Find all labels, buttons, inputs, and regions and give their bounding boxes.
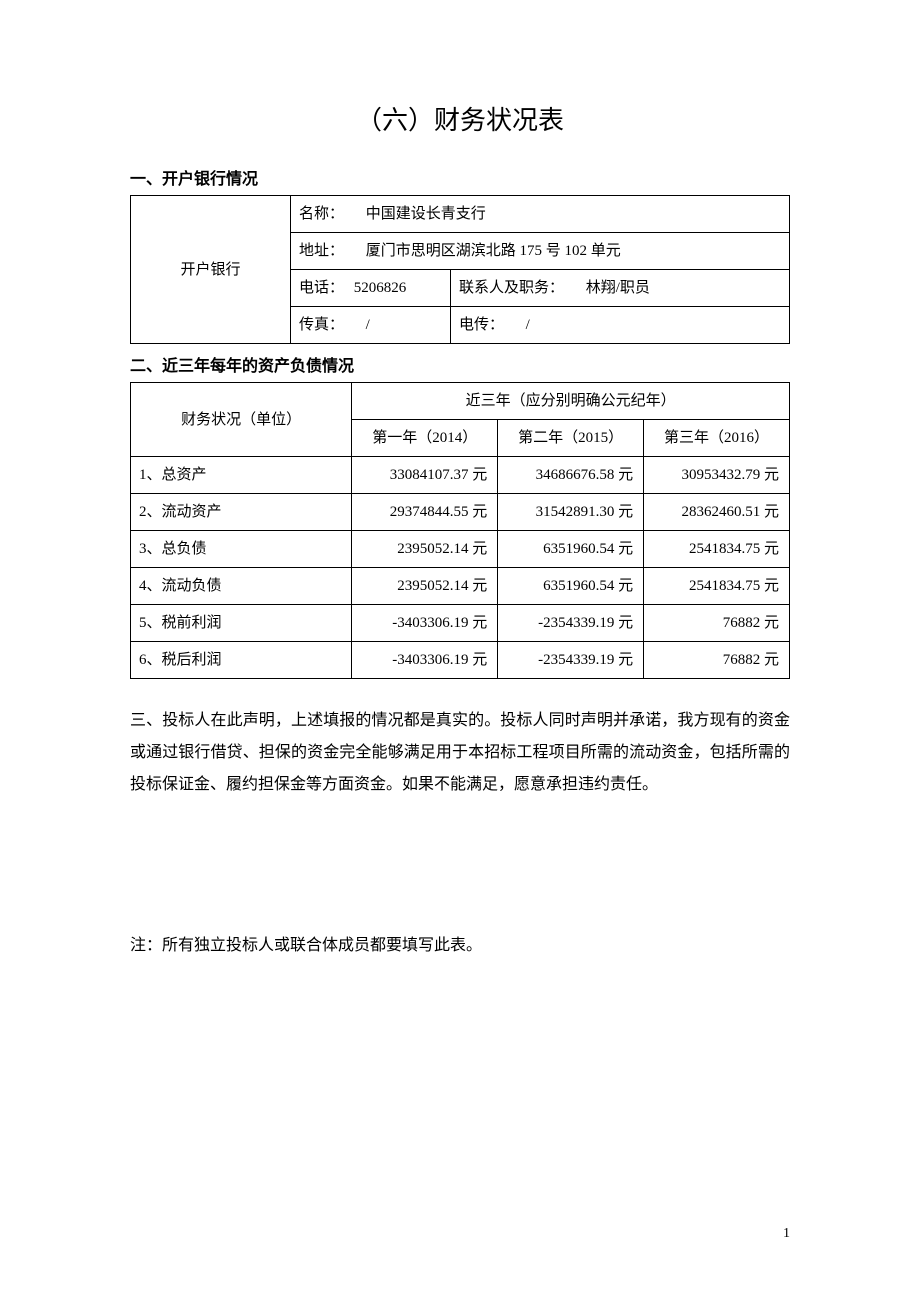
fin-item-label: 6、税后利润 <box>131 642 352 679</box>
bank-contact-cell: 联系人及职务： 林翔/职员 <box>451 270 790 307</box>
fin-years-header-cell: 近三年（应分别明确公元纪年） <box>352 383 790 420</box>
fin-value-cell: 33084107.37 元 <box>352 457 498 494</box>
bank-telex-cell: 电传： / <box>451 307 790 344</box>
table-row: 6、税后利润 -3403306.19 元 -2354339.19 元 76882… <box>131 642 790 679</box>
fin-value-cell: 6351960.54 元 <box>498 568 644 605</box>
fin-item-label: 4、流动负债 <box>131 568 352 605</box>
fin-value-cell: -2354339.19 元 <box>498 605 644 642</box>
fin-value-cell: 76882 元 <box>644 642 790 679</box>
bank-name-cell: 名称： 中国建设长青支行 <box>291 196 790 233</box>
bank-phone-label: 电话： <box>299 276 344 300</box>
bank-address-cell: 地址： 厦门市思明区湖滨北路 175 号 102 单元 <box>291 233 790 270</box>
fin-value-cell: 2395052.14 元 <box>352 531 498 568</box>
bank-contact-value: 林翔/职员 <box>586 276 650 300</box>
table-row: 开户银行 名称： 中国建设长青支行 <box>131 196 790 233</box>
finance-section-heading: 二、近三年每年的资产负债情况 <box>130 352 790 376</box>
table-row: 财务状况（单位） 近三年（应分别明确公元纪年） <box>131 383 790 420</box>
table-row: 1、总资产 33084107.37 元 34686676.58 元 309534… <box>131 457 790 494</box>
bank-contact-label: 联系人及职务： <box>459 276 564 300</box>
bank-info-table: 开户银行 名称： 中国建设长青支行 地址： 厦门市思明区湖滨北路 175 号 1… <box>130 195 790 344</box>
bank-phone-cell: 电话： 5206826 <box>291 270 451 307</box>
fin-value-cell: 2541834.75 元 <box>644 531 790 568</box>
fin-item-label: 3、总负债 <box>131 531 352 568</box>
bank-fax-label: 传真： <box>299 313 344 337</box>
fin-item-label: 1、总资产 <box>131 457 352 494</box>
fin-value-cell: 6351960.54 元 <box>498 531 644 568</box>
fin-value-cell: 76882 元 <box>644 605 790 642</box>
fin-year2-header: 第二年（2015） <box>498 420 644 457</box>
fin-value-cell: 34686676.58 元 <box>498 457 644 494</box>
note-text: 注：所有独立投标人或联合体成员都要填写此表。 <box>130 931 790 955</box>
bank-name-label: 名称： <box>299 202 344 226</box>
fin-value-cell: 2541834.75 元 <box>644 568 790 605</box>
table-row: 4、流动负债 2395052.14 元 6351960.54 元 2541834… <box>131 568 790 605</box>
bank-section-heading: 一、开户银行情况 <box>130 165 790 189</box>
fin-value-cell: -3403306.19 元 <box>352 605 498 642</box>
fin-value-cell: 29374844.55 元 <box>352 494 498 531</box>
bank-phone-value: 5206826 <box>354 280 407 296</box>
fin-year3-header: 第三年（2016） <box>644 420 790 457</box>
fin-item-label: 5、税前利润 <box>131 605 352 642</box>
fin-item-label: 2、流动资产 <box>131 494 352 531</box>
fin-value-cell: 31542891.30 元 <box>498 494 644 531</box>
table-row: 2、流动资产 29374844.55 元 31542891.30 元 28362… <box>131 494 790 531</box>
page-number: 1 <box>783 1226 790 1242</box>
declaration-text: 三、投标人在此声明，上述填报的情况都是真实的。投标人同时声明并承诺，我方现有的资… <box>130 705 790 801</box>
bank-fax-cell: 传真： / <box>291 307 451 344</box>
bank-rowlabel-cell: 开户银行 <box>131 196 291 344</box>
bank-fax-value: / <box>348 313 388 337</box>
bank-address-label: 地址： <box>299 239 344 263</box>
fin-value-cell: 30953432.79 元 <box>644 457 790 494</box>
fin-unit-label-cell: 财务状况（单位） <box>131 383 352 457</box>
table-row: 5、税前利润 -3403306.19 元 -2354339.19 元 76882… <box>131 605 790 642</box>
finance-table: 财务状况（单位） 近三年（应分别明确公元纪年） 第一年（2014） 第二年（20… <box>130 382 790 679</box>
bank-name-value: 中国建设长青支行 <box>366 202 486 226</box>
page-title: （六）财务状况表 <box>130 100 790 137</box>
fin-value-cell: 2395052.14 元 <box>352 568 498 605</box>
table-row: 3、总负债 2395052.14 元 6351960.54 元 2541834.… <box>131 531 790 568</box>
bank-address-value: 厦门市思明区湖滨北路 175 号 102 单元 <box>366 239 621 263</box>
fin-value-cell: 28362460.51 元 <box>644 494 790 531</box>
bank-telex-label: 电传： <box>459 313 504 337</box>
fin-year1-header: 第一年（2014） <box>352 420 498 457</box>
fin-value-cell: -3403306.19 元 <box>352 642 498 679</box>
bank-telex-value: / <box>508 313 548 337</box>
fin-value-cell: -2354339.19 元 <box>498 642 644 679</box>
